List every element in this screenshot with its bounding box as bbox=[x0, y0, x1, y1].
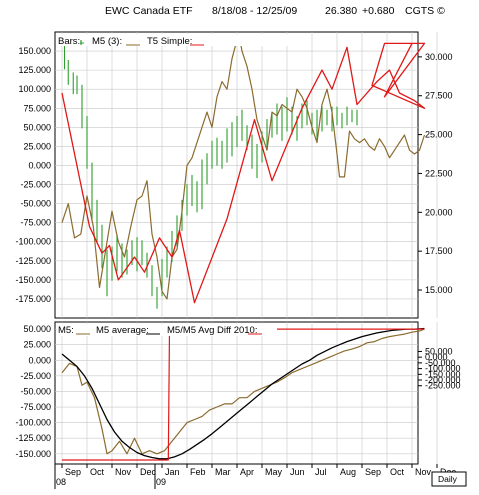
header-name: Canada ETF bbox=[133, 5, 193, 17]
upper-left-tick-label: -50.000 bbox=[20, 199, 51, 209]
lower-right-tick-label: -50.000 bbox=[425, 358, 456, 368]
x-tick-label: Dec bbox=[140, 467, 157, 477]
x-tick-label: Apr bbox=[240, 467, 254, 477]
lower-left-tick-label: -25.000 bbox=[20, 371, 51, 381]
t5-line bbox=[61, 42, 426, 304]
lower-left-tick-label: -125.000 bbox=[15, 433, 51, 443]
m5-diff-line bbox=[62, 328, 425, 461]
legend-bars-label: Bars: bbox=[58, 36, 80, 47]
upper-left-tick-label: 100.000 bbox=[18, 84, 51, 94]
lower-left-tick-label: -100.000 bbox=[15, 418, 51, 428]
lower-right-axis: 50.0000.000-50.000-100.000-150.000-200.0… bbox=[418, 346, 461, 391]
header-symbol: EWC bbox=[105, 5, 130, 17]
legend-lower-m5-label: M5: bbox=[58, 325, 74, 336]
upper-left-tick-label: -150.000 bbox=[15, 275, 51, 285]
lower-right-tick-label: -200.000 bbox=[425, 375, 461, 385]
upper-right-tick-label: 15.000 bbox=[425, 285, 453, 295]
lower-right-tick-label: -150.000 bbox=[425, 369, 461, 379]
upper-gridlines bbox=[55, 32, 438, 318]
legend-diff-label: M5/M5 Avg Diff 2010: bbox=[167, 325, 257, 336]
lower-left-tick-label: 0.000 bbox=[28, 355, 51, 365]
lower-left-tick-label: -150.000 bbox=[15, 449, 51, 459]
x-tick-label: Mar bbox=[215, 467, 231, 477]
upper-series-lines bbox=[61, 36, 426, 304]
x-tick-label: Nov bbox=[115, 467, 132, 477]
x-tick-label: Jun bbox=[290, 467, 305, 477]
lower-right-tick-label: -100.000 bbox=[425, 364, 461, 374]
upper-left-tick-label: 125.000 bbox=[18, 65, 51, 75]
upper-right-tick-label: 22.500 bbox=[425, 168, 453, 178]
x-axis-labels: Sep Oct Nov Dec Jan Feb Mar Apr May Jun Jul Aug Sep O… bbox=[61, 464, 457, 477]
upper-right-tick-label: 17.500 bbox=[425, 246, 453, 256]
upper-left-tick-label: 25.000 bbox=[23, 141, 51, 151]
x-tick-label: Jul bbox=[315, 467, 327, 477]
legend-m5avg-label: M5 average: bbox=[96, 325, 149, 336]
x-tick-label: Nov bbox=[415, 467, 432, 477]
upper-right-tick-label: 27.500 bbox=[425, 91, 453, 101]
x-tick-label: Jan bbox=[165, 467, 180, 477]
period-label: Daily bbox=[438, 474, 458, 484]
lower-legend-bg bbox=[57, 324, 277, 336]
upper-left-axis: 150.000 125.000 100.000 75.000 50.000 25.000 0… bbox=[15, 46, 51, 304]
x-tick-label: Aug bbox=[340, 467, 356, 477]
x-tick-label: May bbox=[265, 467, 283, 477]
header-date-range: 8/18/08 - 12/25/09 bbox=[212, 5, 297, 17]
x-tick-label: Oct bbox=[90, 467, 105, 477]
lower-series-lines bbox=[61, 327, 425, 461]
period-box bbox=[431, 471, 467, 487]
upper-left-tick-label: 150.000 bbox=[18, 46, 51, 56]
lower-left-tick-label: 25.000 bbox=[23, 340, 51, 350]
upper-left-tick-label: 50.000 bbox=[23, 122, 51, 132]
upper-left-tick-label: -100.000 bbox=[15, 237, 51, 247]
lower-right-tick-label: 0.000 bbox=[425, 352, 448, 362]
upper-left-tick-label: -25.000 bbox=[20, 180, 51, 190]
upper-left-tick-label: 75.000 bbox=[23, 103, 51, 113]
upper-legend-bg bbox=[57, 34, 307, 46]
upper-left-tick-label: -75.000 bbox=[20, 218, 51, 228]
m5-line bbox=[61, 36, 426, 300]
price-bars-series bbox=[63, 38, 358, 309]
m5-average-line bbox=[61, 327, 425, 460]
lower-right-tick-label: 50.000 bbox=[425, 346, 453, 356]
lower-left-tick-label: 50.000 bbox=[23, 324, 51, 334]
upper-right-tick-label: 30.000 bbox=[425, 52, 453, 62]
x-tick-label: Oct bbox=[390, 467, 405, 477]
upper-left-tick-label: -175.000 bbox=[15, 294, 51, 304]
upper-right-tick-label: 20.000 bbox=[425, 207, 453, 217]
x-tick-label: Sep bbox=[365, 467, 381, 477]
lower-panel-frame bbox=[54, 321, 419, 465]
upper-left-tick-label: 0.000 bbox=[28, 160, 51, 170]
header-source: CGTS © bbox=[405, 5, 445, 17]
upper-left-tick-label: -125.000 bbox=[15, 256, 51, 266]
lower-right-tick-label: -250.000 bbox=[425, 381, 461, 391]
upper-panel-frame bbox=[54, 31, 419, 319]
legend-m5-label: M5 (3): bbox=[92, 36, 122, 47]
upper-right-tick-label: 25.000 bbox=[425, 130, 453, 140]
lower-left-tick-label: -50.000 bbox=[20, 386, 51, 396]
legend-t5-label: T5 Simple: bbox=[147, 36, 192, 47]
upper-right-axis: 30.000 27.500 25.000 22.500 20.000 17.500 15.0… bbox=[418, 52, 453, 295]
x-tick-label: Sep bbox=[65, 467, 81, 477]
header-last: 26.380 bbox=[325, 5, 357, 17]
x-year-2009: 09 bbox=[156, 477, 166, 487]
x-year-2008: 08 bbox=[56, 477, 66, 487]
x-tick-label: Feb bbox=[190, 467, 206, 477]
lower-m5-line bbox=[61, 328, 425, 455]
lower-left-axis: 50.000 25.000 0.000 -25.000 -50.000 -75.000 -1… bbox=[15, 324, 51, 459]
lower-left-tick-label: -75.000 bbox=[20, 402, 51, 412]
header-change: +0.680 bbox=[362, 5, 395, 17]
lower-gridlines bbox=[55, 322, 438, 464]
